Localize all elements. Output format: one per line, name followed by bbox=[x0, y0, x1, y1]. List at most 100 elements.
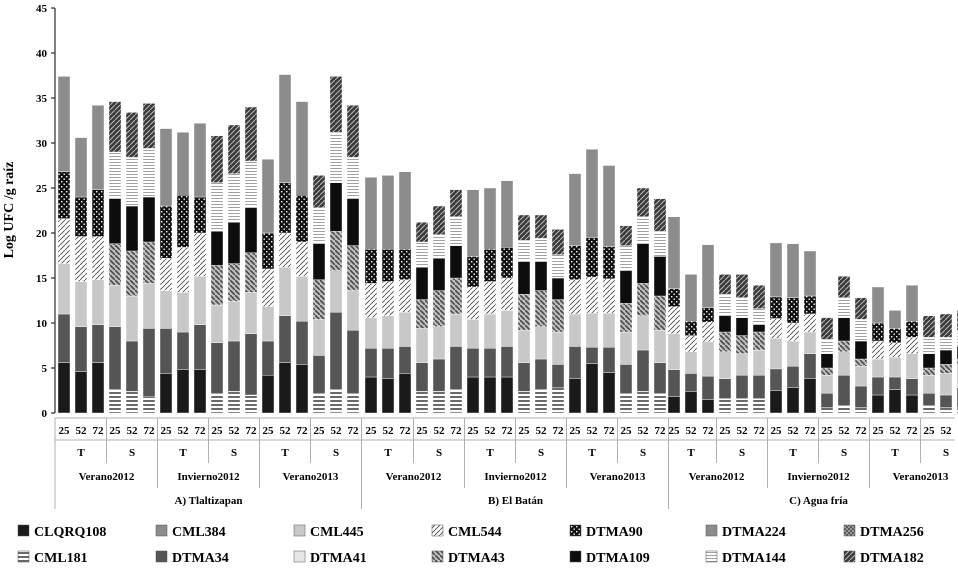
bar-segment bbox=[261, 158, 275, 234]
bar-segment bbox=[803, 295, 817, 315]
day-label: 52 bbox=[788, 425, 800, 437]
bar-segment bbox=[585, 149, 599, 238]
bar-segment bbox=[667, 396, 681, 414]
bar-segment bbox=[820, 353, 834, 369]
bar-segment bbox=[142, 283, 156, 329]
treatment-label: T bbox=[789, 447, 797, 459]
y-tick-label: 40 bbox=[36, 48, 48, 60]
bar-segment bbox=[364, 348, 378, 378]
bar-segment bbox=[837, 375, 851, 407]
day-label: 72 bbox=[297, 425, 309, 437]
bar-segment bbox=[483, 348, 497, 378]
bar-segment bbox=[854, 358, 868, 367]
bar-segment bbox=[346, 104, 360, 158]
bar-segment bbox=[568, 279, 582, 315]
legend-label: DTMA144 bbox=[722, 551, 786, 566]
bar-segment bbox=[653, 230, 667, 257]
bar-segment bbox=[159, 290, 173, 329]
bar-segment bbox=[278, 315, 292, 363]
day-label: 72 bbox=[655, 425, 667, 437]
bar-segment bbox=[91, 236, 105, 281]
site-label: A) Tlaltizapan bbox=[175, 495, 243, 507]
day-label: 25 bbox=[570, 425, 582, 437]
bar-segment bbox=[432, 290, 446, 327]
bar-segment bbox=[278, 182, 292, 234]
bar-segment bbox=[449, 277, 463, 315]
bar-segment bbox=[210, 342, 224, 394]
day-label: 72 bbox=[348, 425, 360, 437]
bar-segment bbox=[837, 317, 851, 342]
bar-segment bbox=[585, 237, 599, 278]
day-label: 25 bbox=[110, 425, 122, 437]
bar-segment bbox=[449, 346, 463, 390]
bar-segment bbox=[295, 276, 309, 322]
bar-segment bbox=[142, 196, 156, 243]
bar-segment bbox=[602, 165, 616, 247]
bar-segment bbox=[568, 313, 582, 347]
bar-segment bbox=[432, 205, 446, 235]
legend-swatch bbox=[17, 524, 30, 537]
day-label: 72 bbox=[93, 425, 105, 437]
bar-segment bbox=[636, 391, 650, 414]
day-label: 52 bbox=[737, 425, 749, 437]
legend-swatch bbox=[843, 550, 856, 563]
bar-segment bbox=[786, 340, 800, 367]
bar-segment bbox=[398, 312, 412, 347]
treatment-label: S bbox=[841, 447, 847, 459]
bar-segment bbox=[905, 337, 919, 354]
bar-segment bbox=[585, 312, 599, 348]
bar-segment bbox=[449, 245, 463, 279]
legend-swatch bbox=[705, 524, 718, 537]
bar-segment bbox=[752, 285, 766, 309]
bar-segment bbox=[227, 391, 241, 414]
bar-segment bbox=[108, 243, 122, 286]
bar-segment bbox=[432, 358, 446, 392]
bar-segment bbox=[854, 366, 868, 387]
season-label: Verano2013 bbox=[283, 471, 339, 483]
bar-segment bbox=[653, 198, 667, 232]
bar-segment bbox=[244, 160, 258, 208]
bar-segment bbox=[718, 331, 732, 352]
y-tick-label: 0 bbox=[42, 408, 48, 420]
bar-segment bbox=[210, 393, 224, 414]
bar-segment bbox=[534, 389, 548, 414]
bar-segment bbox=[653, 362, 667, 394]
bar-segment bbox=[667, 216, 681, 290]
legend: CLQRQ108 CML384 CML445 CML544 DTMA90 DTMA224 D… bbox=[17, 524, 924, 566]
bar-segment bbox=[718, 378, 732, 399]
day-label: 25 bbox=[720, 425, 732, 437]
bar-segment bbox=[244, 106, 258, 162]
bar-segment bbox=[786, 366, 800, 389]
day-label: 52 bbox=[686, 425, 698, 437]
bar-segment bbox=[837, 340, 851, 353]
bar-segment bbox=[854, 385, 868, 408]
legend-label: DTMA41 bbox=[310, 551, 367, 566]
bar-segment bbox=[568, 346, 582, 379]
bar-segment bbox=[329, 270, 343, 313]
bar-segment bbox=[312, 319, 326, 356]
bar-segment bbox=[534, 290, 548, 327]
day-label: 72 bbox=[553, 425, 565, 437]
day-label: 72 bbox=[246, 425, 258, 437]
bar-segment bbox=[261, 232, 275, 270]
bar-segment bbox=[329, 76, 343, 133]
day-label: 25 bbox=[924, 425, 936, 437]
bar-segment bbox=[517, 261, 531, 295]
bar-segment bbox=[381, 175, 395, 250]
treatment-label: S bbox=[333, 447, 339, 459]
bar-segment bbox=[312, 207, 326, 245]
bar-segment bbox=[329, 182, 343, 232]
bar-segment bbox=[364, 283, 378, 318]
bar-segment bbox=[466, 256, 480, 288]
bar-segment bbox=[57, 218, 71, 264]
season-label: Invierno2012 bbox=[484, 471, 547, 483]
bar-segment bbox=[534, 326, 548, 360]
bar-segment bbox=[735, 317, 749, 336]
bar-segment bbox=[769, 318, 783, 339]
bar-segment bbox=[346, 330, 360, 394]
bar-segment bbox=[820, 393, 834, 408]
bar-segment bbox=[551, 364, 565, 388]
bar-segment bbox=[667, 288, 681, 307]
bar-segment bbox=[667, 369, 681, 397]
